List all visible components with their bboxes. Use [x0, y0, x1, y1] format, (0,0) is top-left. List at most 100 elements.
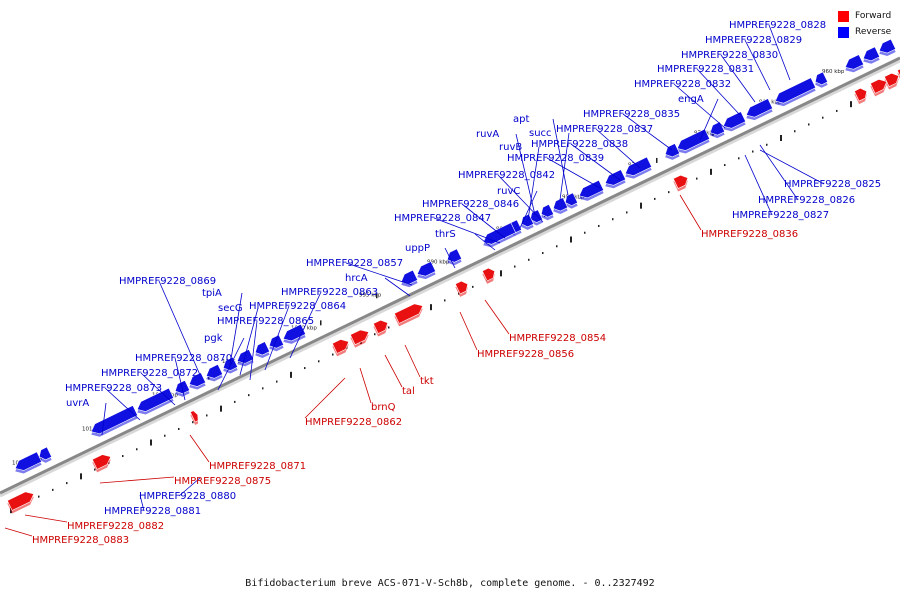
forward-gene-arrow [883, 72, 900, 87]
scale-minor-tick [164, 434, 166, 437]
scale-minor-tick [304, 367, 306, 370]
reverse-gene-label: HMPREF9228_0828 [729, 20, 826, 31]
reverse-label-leader [552, 118, 569, 196]
reverse-gene-arrow [604, 169, 627, 186]
reverse-label-leader [140, 372, 176, 406]
scale-minor-tick [388, 326, 390, 329]
forward-gene-arrow [481, 267, 496, 282]
reverse-gene-arrow [578, 179, 605, 199]
reverse-gene-label: uvrA [66, 398, 89, 409]
scale-minor-tick [822, 116, 824, 119]
reverse-gene-label: HMPREF9228_0826 [758, 195, 855, 206]
scale-minor-tick [514, 265, 516, 268]
reverse-gene-arrow [774, 77, 817, 104]
reverse-gene-label: HMPREF9228_0865 [217, 316, 314, 327]
scale-minor-tick [542, 252, 544, 255]
forward-gene-arrow [91, 454, 112, 470]
scale-minor-tick [738, 157, 740, 160]
scale-major-tick [780, 135, 782, 141]
legend-reverse-swatch [838, 26, 849, 38]
scale-minor-tick [374, 333, 376, 336]
reverse-label-leader [249, 320, 258, 381]
reverse-label-leader [759, 144, 799, 201]
scale-major-tick [430, 304, 432, 311]
reverse-gene-label: HMPREF9228_0881 [104, 506, 201, 517]
scale-major-tick [500, 270, 502, 277]
legend-forward-swatch [838, 10, 849, 22]
scale-major-tick [640, 202, 642, 209]
reverse-label-leader [546, 157, 601, 189]
reverse-gene-arrow [552, 197, 569, 212]
scale-upper-tick [320, 320, 322, 326]
forward-label-leader [679, 194, 702, 231]
reverse-label-leader [158, 280, 201, 376]
reverse-gene-label: HMPREF9228_0869 [119, 276, 216, 287]
scale-minor-tick [626, 211, 628, 214]
reverse-gene-label: HMPREF9228_0880 [139, 491, 236, 502]
forward-gene-arrow [6, 491, 35, 511]
scale-minor-tick [262, 387, 264, 390]
reverse-gene-arrow [745, 98, 774, 118]
scale-minor-tick [66, 482, 68, 485]
reverse-gene-arrow [564, 192, 579, 206]
forward-label-leader [484, 299, 510, 335]
reverse-gene-arrow [400, 269, 419, 285]
scale-minor-tick [206, 414, 208, 417]
backbone-shadow [0, 59, 900, 498]
reverse-gene-label: HMPREF9228_0832 [634, 79, 731, 90]
reverse-label-leader [239, 307, 259, 376]
reverse-label-leader [673, 83, 726, 129]
reverse-gene-label: tpiA [202, 288, 222, 299]
reverse-gene-label: HMPREF9228_0825 [784, 179, 881, 190]
reverse-label-leader [744, 39, 771, 91]
forward-label-leader [404, 344, 421, 378]
reverse-label-leader [461, 203, 506, 239]
scale-minor-tick [276, 380, 278, 383]
reverse-label-leader [178, 477, 201, 497]
forward-gene-label: HMPREF9228_0875 [174, 476, 271, 487]
reverse-label-leader [384, 277, 411, 297]
reverse-gene-arrow [38, 446, 53, 461]
reverse-gene-label: ruvB [499, 142, 522, 153]
scale-label: 995 kbp [359, 293, 382, 299]
reverse-gene-label: ruvC [497, 186, 520, 197]
reverse-label-leader [433, 217, 501, 244]
reverse-gene-label: HMPREF9228_0863 [281, 287, 378, 298]
scale-minor-tick [584, 231, 586, 234]
reverse-gene-label: HMPREF9228_0829 [705, 35, 802, 46]
reverse-gene-arrow [174, 379, 191, 395]
scale-minor-tick [794, 130, 796, 133]
reverse-gene-label: HMPREF9228_0835 [583, 109, 680, 120]
reverse-gene-arrow [862, 46, 881, 62]
legend-reverse-label: Reverse [855, 27, 892, 37]
forward-gene-arrow [189, 410, 199, 423]
scale-minor-tick [122, 455, 124, 458]
forward-gene-label: tal [402, 386, 415, 397]
reverse-gene-label: HMPREF9228_0842 [458, 170, 555, 181]
reverse-gene-arrow [540, 203, 555, 218]
reverse-gene-arrow [664, 143, 681, 158]
forward-gene-label: brnQ [371, 402, 396, 413]
reverse-gene-label: uppP [405, 243, 430, 254]
forward-gene-arrow [372, 319, 389, 334]
reverse-gene-label: ruvA [476, 129, 499, 140]
reverse-gene-label: hrcA [345, 273, 368, 284]
reverse-gene-label: engA [678, 94, 704, 105]
scale-upper-tick [376, 293, 378, 299]
reverse-label-leader [768, 24, 791, 81]
reverse-label-leader [289, 291, 322, 359]
forward-gene-label: tkt [420, 376, 434, 387]
scale-minor-tick [472, 285, 474, 288]
reverse-gene-arrow [676, 128, 711, 151]
reverse-gene-label: apt [513, 114, 529, 125]
forward-gene-label: HMPREF9228_0882 [67, 521, 164, 532]
scale-minor-tick [598, 224, 600, 227]
reverse-gene-label: HMPREF9228_0857 [306, 258, 403, 269]
reverse-label-leader [229, 292, 243, 366]
scale-label: 965 kbp [759, 99, 782, 105]
scale-major-tick [290, 371, 292, 378]
forward-label-leader [189, 434, 210, 463]
scale-major-tick [710, 168, 712, 175]
scale-minor-tick [528, 258, 530, 261]
